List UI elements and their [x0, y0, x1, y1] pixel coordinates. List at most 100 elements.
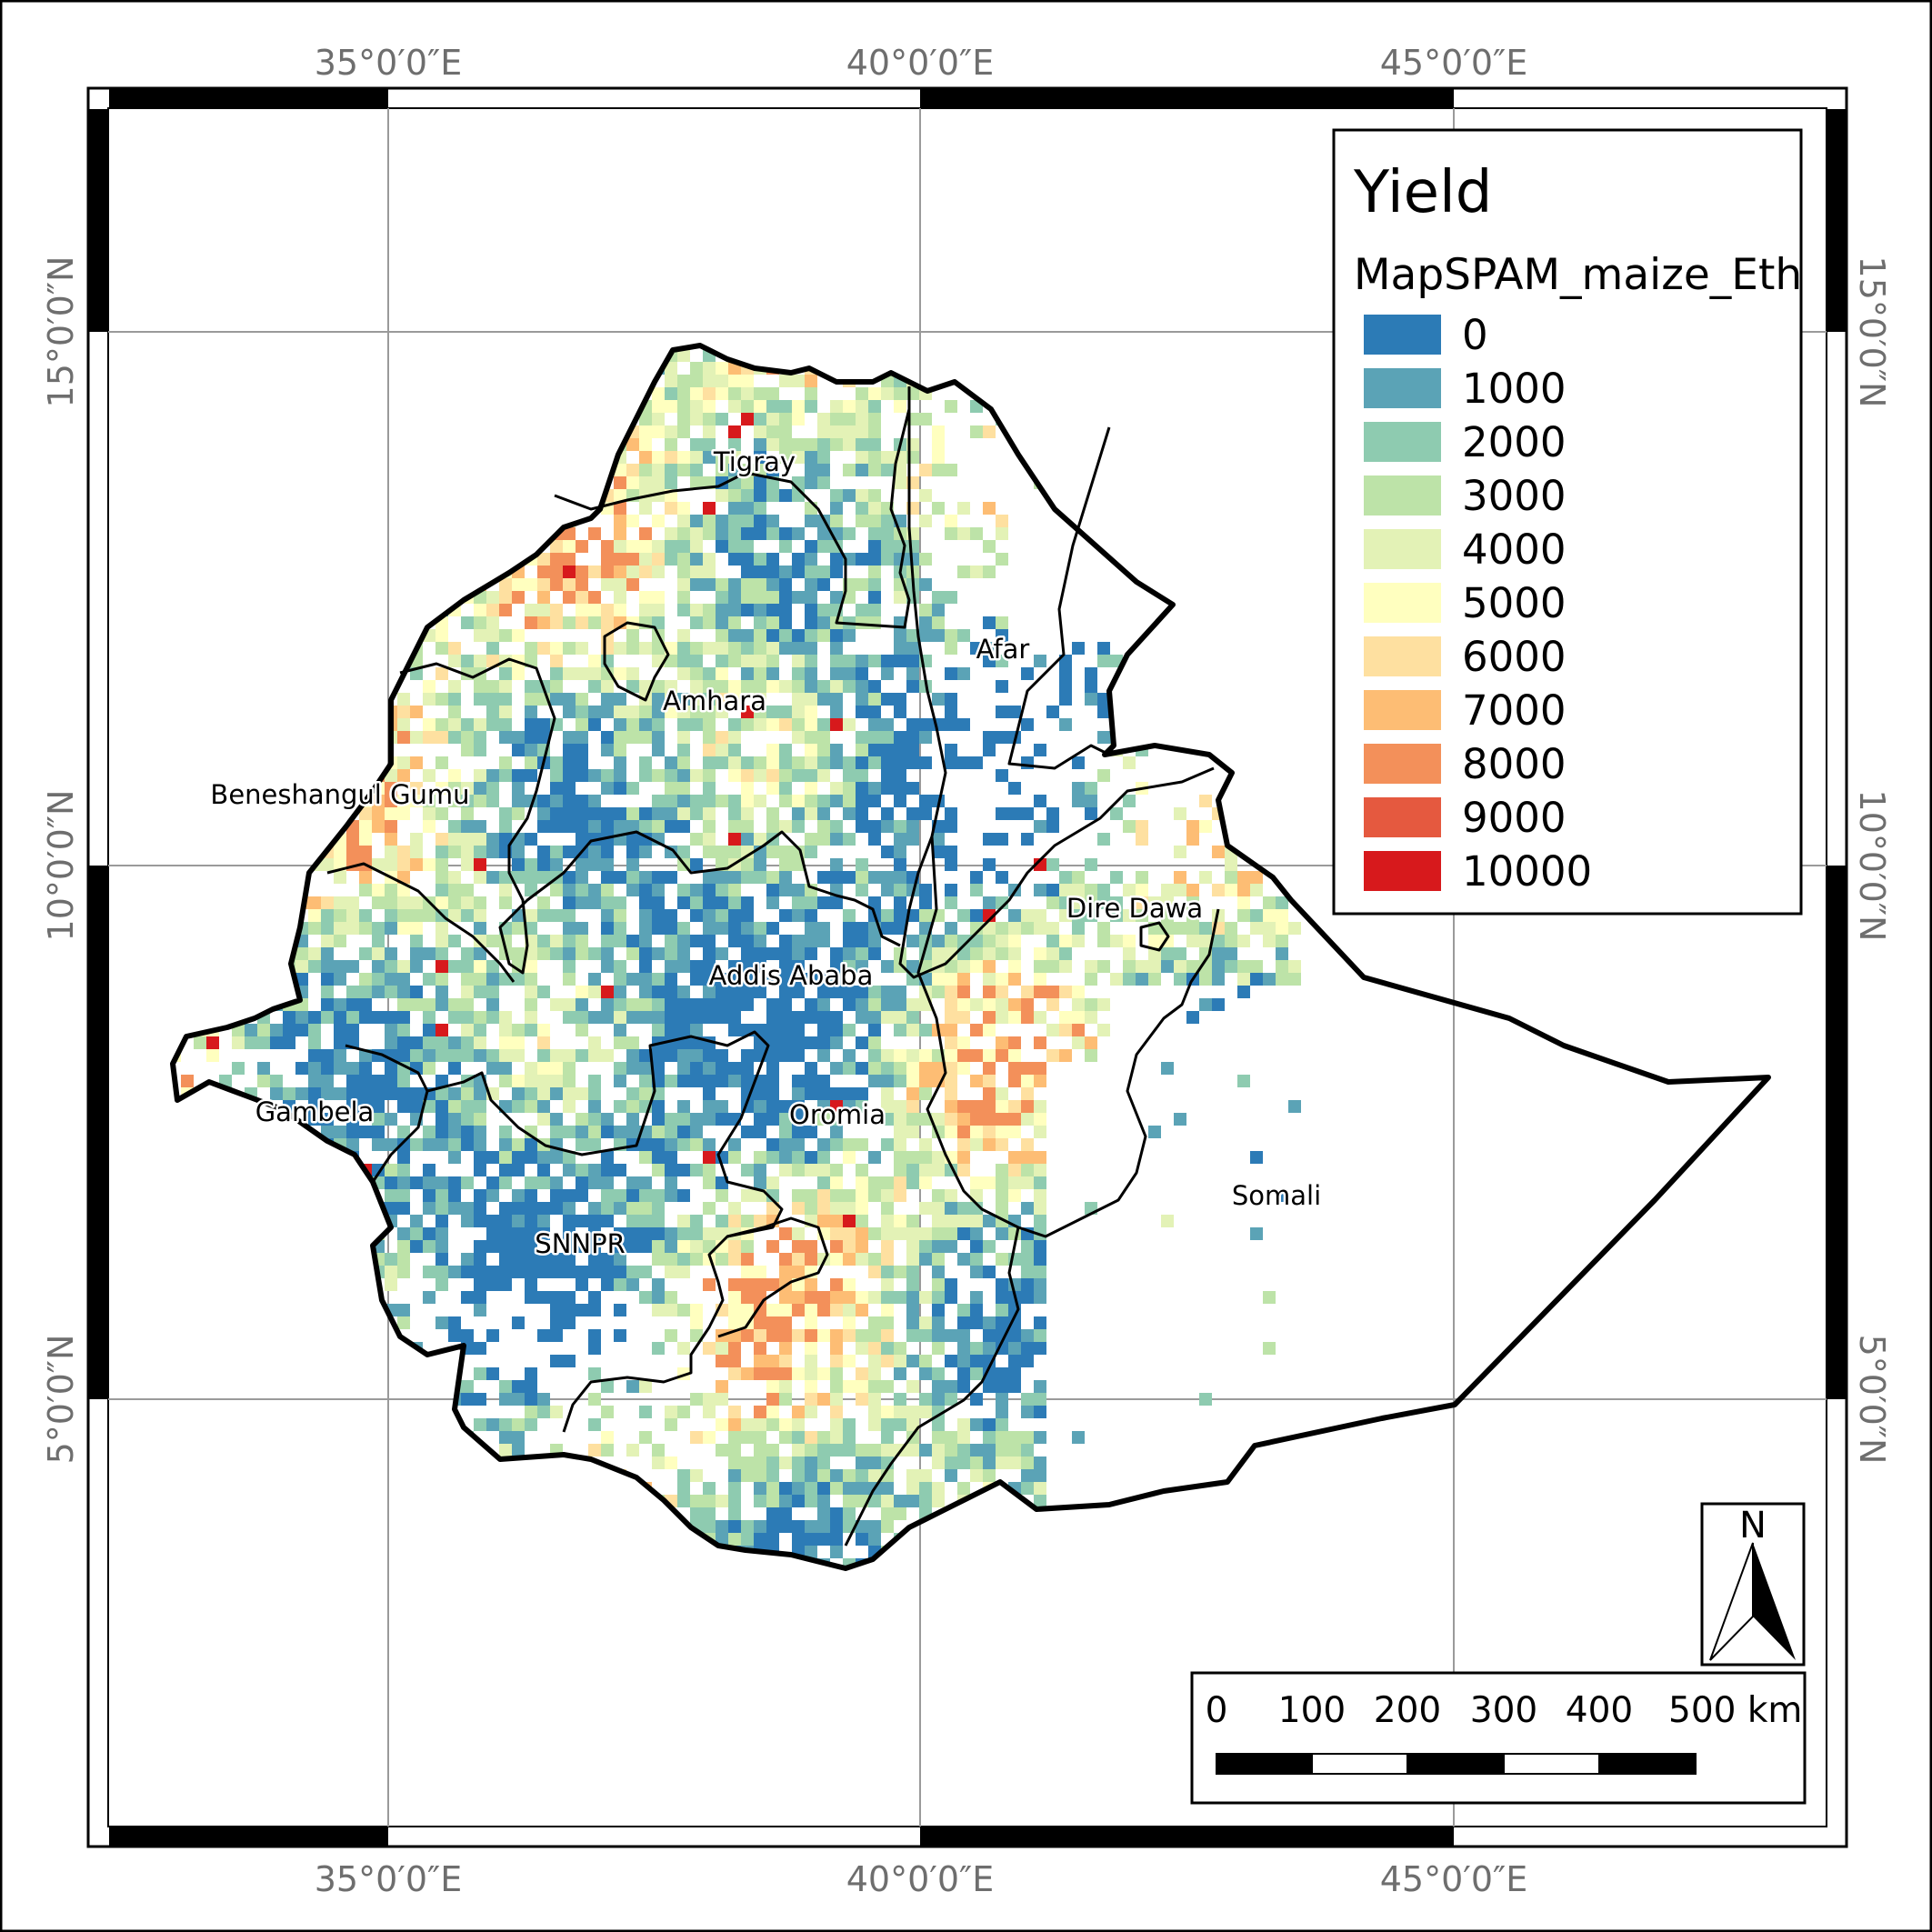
raster-cell — [499, 1215, 512, 1227]
frame-ticks — [88, 88, 1847, 1847]
raster-cell — [1034, 820, 1046, 833]
raster-cell — [385, 947, 397, 960]
raster-cell — [588, 1329, 601, 1342]
raster-cell — [1161, 909, 1174, 922]
raster-cell — [1263, 896, 1276, 909]
raster-cell — [614, 998, 626, 1011]
raster-cell — [843, 464, 856, 476]
raster-cell — [474, 1278, 486, 1291]
raster-cell — [868, 1049, 881, 1062]
raster-cell — [435, 846, 448, 858]
raster-cell — [996, 998, 1008, 1011]
raster-cell — [779, 960, 792, 973]
raster-cell — [1276, 922, 1288, 935]
raster-cell — [703, 566, 716, 578]
raster-cell — [1059, 680, 1072, 693]
raster-cell — [1021, 1482, 1034, 1495]
raster-cell — [346, 922, 359, 935]
raster-cell — [728, 833, 741, 846]
scale-label-400: 400 — [1566, 1690, 1633, 1731]
raster-cell — [843, 680, 856, 693]
raster-cell — [792, 769, 805, 782]
raster-cell — [537, 935, 550, 947]
raster-cell — [550, 553, 563, 566]
raster-cell — [1046, 820, 1059, 833]
raster-cell — [397, 1036, 410, 1049]
raster-cell — [868, 489, 881, 502]
raster-cell — [435, 1176, 448, 1189]
raster-cell — [359, 833, 372, 846]
raster-cell — [881, 756, 894, 769]
raster-cell — [881, 1482, 894, 1495]
raster-cell — [894, 1189, 906, 1202]
raster-cell — [525, 973, 537, 986]
raster-cell — [525, 858, 537, 871]
raster-cell — [397, 922, 410, 935]
raster-cell — [474, 693, 486, 706]
raster-cell — [843, 1024, 856, 1036]
raster-cell — [486, 846, 499, 858]
raster-cell — [537, 947, 550, 960]
raster-cell — [639, 642, 652, 655]
raster-cell — [181, 1075, 194, 1087]
raster-cell — [766, 1444, 779, 1457]
raster-cell — [1225, 947, 1237, 960]
raster-cell — [537, 1036, 550, 1049]
raster-cell — [1250, 884, 1263, 896]
raster-cell — [448, 884, 461, 896]
raster-cell — [830, 1329, 843, 1342]
raster-cell — [486, 973, 499, 986]
raster-cell — [741, 642, 754, 655]
raster-cell — [843, 769, 856, 782]
raster-cell — [843, 1215, 856, 1227]
raster-cell — [639, 1291, 652, 1304]
raster-cell — [448, 1202, 461, 1215]
raster-cell — [996, 1329, 1008, 1342]
raster-cell — [1136, 820, 1148, 833]
raster-cell — [957, 502, 970, 515]
raster-cell — [983, 731, 996, 744]
raster-cell — [996, 1138, 1008, 1151]
raster-cell — [334, 922, 346, 935]
raster-cell — [385, 1253, 397, 1266]
raster-cell — [499, 1227, 512, 1240]
raster-cell — [550, 1189, 563, 1202]
raster-cell — [1148, 960, 1161, 973]
raster-cell — [194, 1036, 206, 1049]
raster-cell — [499, 718, 512, 731]
raster-cell — [881, 1431, 894, 1444]
raster-cell — [1034, 1316, 1046, 1329]
raster-cell — [1008, 1316, 1021, 1329]
raster-cell — [754, 1164, 766, 1176]
raster-cell — [461, 1393, 474, 1406]
raster-cell — [970, 756, 983, 769]
raster-cell — [1123, 947, 1136, 960]
raster-cell — [448, 1113, 461, 1126]
raster-cell — [703, 782, 716, 795]
raster-cell — [601, 1151, 614, 1164]
raster-cell — [1276, 909, 1288, 922]
raster-cell — [792, 1036, 805, 1049]
raster-cell — [588, 655, 601, 667]
raster-cell — [563, 553, 576, 566]
raster-cell — [996, 1036, 1008, 1049]
raster-cell — [716, 731, 728, 744]
raster-cell — [805, 769, 817, 782]
raster-cell — [1097, 833, 1110, 846]
raster-cell — [537, 1406, 550, 1418]
raster-cell — [1021, 1138, 1034, 1151]
region-label-tigray: Tigray — [713, 446, 796, 477]
raster-cell — [741, 1278, 754, 1291]
raster-cell — [1110, 935, 1123, 947]
raster-cell — [677, 706, 690, 718]
raster-cell — [588, 769, 601, 782]
raster-cell — [754, 604, 766, 616]
raster-cell — [919, 1062, 932, 1075]
raster-cell — [945, 884, 957, 896]
raster-cell — [1072, 884, 1085, 896]
raster-cell — [894, 464, 906, 476]
raster-cell — [474, 1393, 486, 1406]
raster-cell — [588, 604, 601, 616]
raster-cell — [435, 1087, 448, 1100]
raster-cell — [1021, 1075, 1034, 1087]
